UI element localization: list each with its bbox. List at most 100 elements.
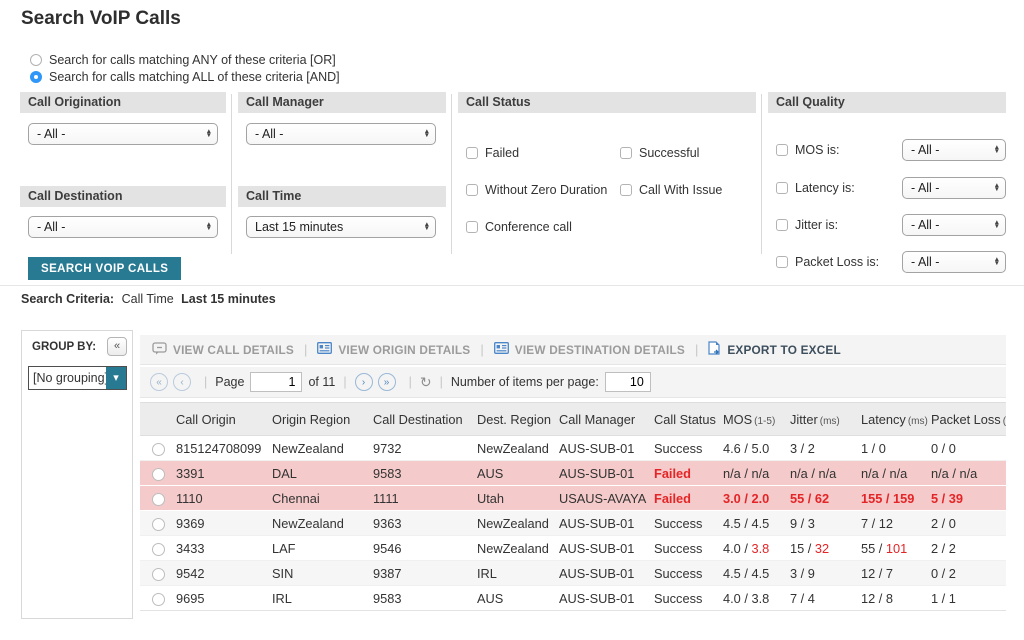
pagination-bar: « ‹ | Page of 11 | › » | ↻ | Number of i… [140, 367, 1006, 398]
refresh-icon[interactable]: ↻ [420, 374, 432, 391]
items-per-page-input[interactable] [605, 372, 651, 392]
stepper-arrows-icon: ▲▼ [204, 223, 214, 232]
last-page-button[interactable]: » [378, 373, 396, 391]
cell-call-destination: 9387 [373, 561, 477, 586]
checkbox-row-call-with-issue[interactable]: Call With Issue [620, 183, 722, 197]
radio-match-all[interactable]: Search for calls matching ALL of these c… [30, 68, 340, 85]
checkbox-row-failed[interactable]: Failed [466, 146, 519, 160]
cell-origin-region: NewZealand [272, 511, 373, 536]
row-radio-button[interactable] [152, 593, 165, 606]
page-number-input[interactable] [250, 372, 302, 392]
cell-call-origin: 9695 [176, 586, 272, 611]
card-icon [317, 342, 332, 357]
panel-call-destination-title: Call Destination [20, 186, 226, 207]
next-page-button[interactable]: › [355, 373, 373, 391]
quality-label-latency-is: Latency is: [795, 181, 855, 195]
view-destination-details-button[interactable]: VIEW DESTINATION DETAILS [494, 342, 685, 357]
call-destination-select[interactable]: - All - ▲▼ [28, 216, 218, 238]
radio-match-any[interactable]: Search for calls matching ANY of these c… [30, 51, 340, 68]
call-origination-value: - All - [37, 127, 65, 141]
cell-call-manager: AUS-SUB-01 [559, 561, 654, 586]
export-to-excel-button[interactable]: EXPORT TO EXCEL [708, 341, 841, 359]
cell-select [140, 586, 176, 611]
checkbox-label-without-zero-duration: Without Zero Duration [485, 183, 607, 197]
cell-origin-region: IRL [272, 586, 373, 611]
checkbox-latency-is[interactable] [776, 182, 788, 194]
jitter-is-select[interactable]: - All -▲▼ [902, 214, 1006, 236]
latency-is-value: - All - [911, 181, 939, 195]
mos-is-select[interactable]: - All -▲▼ [902, 139, 1006, 161]
cell-origin-region: LAF [272, 536, 373, 561]
call-manager-value: - All - [255, 127, 283, 141]
cell-call-destination: 9583 [373, 461, 477, 486]
panel-call-manager-title: Call Manager [238, 92, 446, 113]
view-call-details-button[interactable]: VIEW CALL DETAILS [152, 342, 294, 358]
cell-select [140, 461, 176, 486]
checkbox-row-conference-call[interactable]: Conference call [466, 220, 572, 234]
grouping-select[interactable]: [No grouping] ▾ [28, 366, 127, 390]
divider: | [695, 342, 698, 357]
cell-call-origin: 1110 [176, 486, 272, 511]
checkbox-row-successful[interactable]: Successful [620, 146, 699, 160]
radio-any-icon[interactable] [30, 54, 42, 66]
table-row: 9695IRL9583AUSAUS-SUB-01Success4.0 / 3.8… [140, 586, 1006, 611]
quality-row-latency-is: Latency is: - All -▲▼ [776, 177, 1006, 199]
divider: | [343, 375, 346, 389]
cell-dest-region: AUS [477, 461, 559, 486]
row-radio-button[interactable] [152, 568, 165, 581]
col-header-mos: MOS(1-5) [723, 403, 790, 436]
cell-mos: n/a / n/a [723, 461, 790, 486]
packet-loss-is-select[interactable]: - All -▲▼ [902, 251, 1006, 273]
call-origination-select[interactable]: - All - ▲▼ [28, 123, 218, 145]
row-radio-button[interactable] [152, 518, 165, 531]
checkbox-row-without-zero-duration[interactable]: Without Zero Duration [466, 183, 607, 197]
cell-jitter: 3 / 9 [790, 561, 861, 586]
cell-jitter: 3 / 2 [790, 436, 861, 461]
stepper-arrows-icon: ▲▼ [992, 146, 1002, 155]
checkbox-without-zero-duration[interactable] [466, 184, 478, 196]
checkbox-packet-loss-is[interactable] [776, 256, 788, 268]
cell-call-status: Success [654, 586, 723, 611]
divider: | [409, 375, 412, 389]
cell-call-destination: 1111 [373, 486, 477, 511]
checkbox-jitter-is[interactable] [776, 219, 788, 231]
row-radio-button[interactable] [152, 443, 165, 456]
row-radio-button[interactable] [152, 543, 165, 556]
search-voip-calls-button[interactable]: SEARCH VOIP CALLS [28, 257, 181, 280]
panel-call-destination: Call Destination - All - ▲▼ [20, 186, 226, 207]
stepper-arrows-icon: ▲▼ [422, 223, 432, 232]
search-criteria-label: Search Criteria: [21, 292, 114, 306]
view-origin-details-label: VIEW ORIGIN DETAILS [338, 343, 470, 357]
cell-select [140, 486, 176, 511]
checkbox-successful[interactable] [620, 147, 632, 159]
section-divider [0, 285, 1024, 286]
radio-all-icon[interactable] [30, 71, 42, 83]
collapse-sidebar-button[interactable]: « [107, 337, 127, 356]
call-manager-select[interactable]: - All - ▲▼ [246, 123, 436, 145]
panel-call-status: Call Status FailedSuccessfulWithout Zero… [458, 92, 756, 255]
col-header-jitter: Jitter(ms) [790, 403, 861, 436]
checkbox-mos-is[interactable] [776, 144, 788, 156]
checkbox-call-with-issue[interactable] [620, 184, 632, 196]
first-page-button[interactable]: « [150, 373, 168, 391]
panel-call-origination: Call Origination - All - ▲▼ [20, 92, 226, 113]
checkbox-conference-call[interactable] [466, 221, 478, 233]
prev-page-button[interactable]: ‹ [173, 373, 191, 391]
row-radio-button[interactable] [152, 493, 165, 506]
chevron-down-icon[interactable]: ▾ [106, 367, 126, 389]
col-header-call-destination: Call Destination [373, 403, 477, 436]
cell-mos: 4.6 / 5.0 [723, 436, 790, 461]
latency-is-select[interactable]: - All -▲▼ [902, 177, 1006, 199]
row-radio-button[interactable] [152, 468, 165, 481]
cell-packet_loss: 0 / 2 [931, 561, 1006, 586]
table-row: 1110Chennai1111UtahUSAUS-AVAYAFailed3.0 … [140, 486, 1006, 511]
panel-call-time-title: Call Time [238, 186, 446, 207]
stepper-arrows-icon: ▲▼ [992, 258, 1002, 267]
call-time-select[interactable]: Last 15 minutes ▲▼ [246, 216, 436, 238]
filter-panels: Call Origination - All - ▲▼ Call Manager… [0, 92, 1024, 255]
view-origin-details-button[interactable]: VIEW ORIGIN DETAILS [317, 342, 470, 357]
checkbox-failed[interactable] [466, 147, 478, 159]
cell-call-origin: 3433 [176, 536, 272, 561]
cell-call-manager: AUS-SUB-01 [559, 586, 654, 611]
panel-call-origination-title: Call Origination [20, 92, 226, 113]
